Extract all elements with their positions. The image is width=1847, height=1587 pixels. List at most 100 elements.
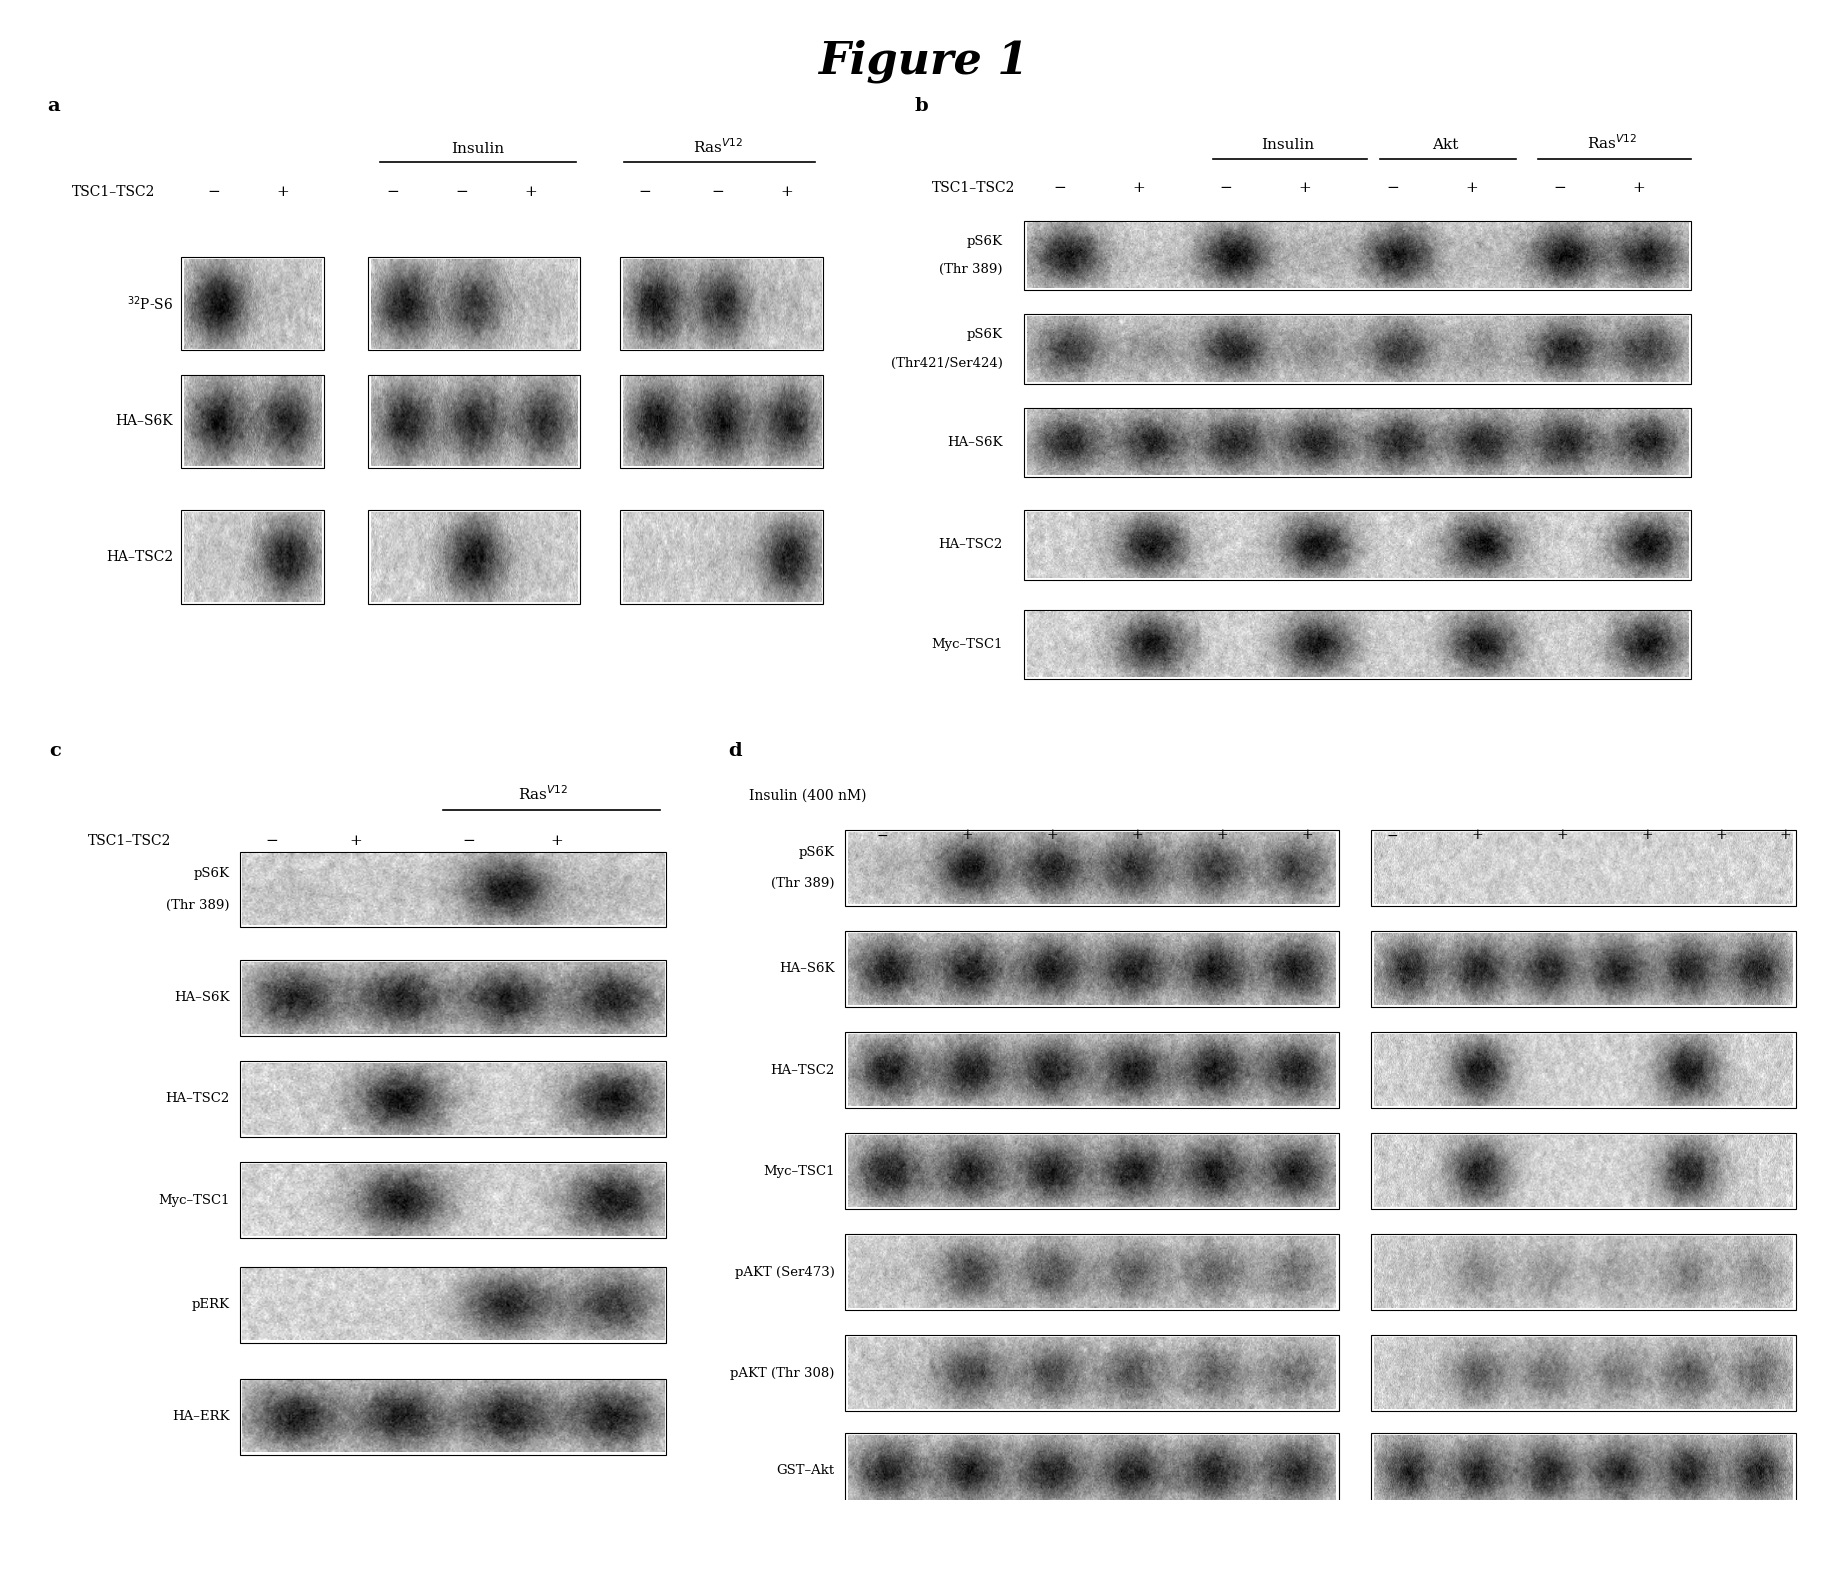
Bar <box>846 932 1339 1006</box>
Text: pERK: pERK <box>192 1298 231 1311</box>
Text: (Thr 389): (Thr 389) <box>770 878 835 890</box>
Text: pS6K: pS6K <box>194 867 231 881</box>
Text: pAKT (Thr 308): pAKT (Thr 308) <box>730 1366 835 1379</box>
Bar <box>240 852 667 927</box>
Bar <box>240 960 667 1036</box>
Text: −: − <box>1553 181 1566 195</box>
Text: GST–Akt: GST–Akt <box>776 1465 835 1477</box>
Bar <box>1370 1235 1795 1311</box>
Bar <box>1025 609 1692 679</box>
Text: +: + <box>525 186 537 200</box>
Text: −: − <box>1387 181 1400 195</box>
Bar <box>846 1133 1339 1209</box>
Text: +: + <box>1132 181 1145 195</box>
Text: +: + <box>1640 828 1653 843</box>
Text: Insulin: Insulin <box>451 141 504 156</box>
Text: Myc–TSC1: Myc–TSC1 <box>931 638 1003 651</box>
Bar <box>621 511 824 603</box>
Text: −: − <box>386 186 399 200</box>
Text: +: + <box>1465 181 1478 195</box>
Text: (Thr 389): (Thr 389) <box>938 263 1003 276</box>
Text: +: + <box>1300 828 1313 843</box>
Text: HA–TSC2: HA–TSC2 <box>105 551 174 563</box>
Text: +: + <box>1298 181 1311 195</box>
Text: −: − <box>1385 828 1398 843</box>
Text: −: − <box>639 186 650 200</box>
Text: d: d <box>728 743 742 760</box>
Text: Ras$^{V12}$: Ras$^{V12}$ <box>519 784 569 803</box>
Text: +: + <box>1470 828 1483 843</box>
Bar <box>1370 1032 1795 1108</box>
Text: −: − <box>1219 181 1232 195</box>
Bar <box>368 511 580 603</box>
Text: HA–S6K: HA–S6K <box>174 992 231 1005</box>
Bar <box>846 1433 1339 1509</box>
Text: −: − <box>266 835 279 847</box>
Text: HA–ERK: HA–ERK <box>172 1411 231 1424</box>
Text: HA–S6K: HA–S6K <box>779 962 835 976</box>
Bar <box>181 511 323 603</box>
Text: +: + <box>1555 828 1568 843</box>
Text: −: − <box>1053 181 1066 195</box>
Bar <box>368 257 580 351</box>
Text: −: − <box>456 186 467 200</box>
Text: +: + <box>960 828 973 843</box>
Text: c: c <box>48 743 61 760</box>
Text: TSC1–TSC2: TSC1–TSC2 <box>933 181 1016 195</box>
Text: TSC1–TSC2: TSC1–TSC2 <box>72 186 155 200</box>
Text: +: + <box>550 835 563 847</box>
Bar <box>1025 314 1692 384</box>
Bar <box>1370 932 1795 1006</box>
Text: Myc–TSC1: Myc–TSC1 <box>159 1193 231 1206</box>
Text: HA–S6K: HA–S6K <box>116 414 174 428</box>
Bar <box>1025 408 1692 478</box>
Bar <box>846 1335 1339 1411</box>
Text: TSC1–TSC2: TSC1–TSC2 <box>89 835 172 847</box>
Bar <box>181 375 323 468</box>
Bar <box>368 375 580 468</box>
Text: +: + <box>349 835 362 847</box>
Text: $^{32}$P-S6: $^{32}$P-S6 <box>127 295 174 313</box>
Text: Ras$^{V12}$: Ras$^{V12}$ <box>693 138 742 156</box>
Bar <box>846 830 1339 906</box>
Bar <box>1370 1335 1795 1411</box>
Bar <box>181 257 323 351</box>
Text: −: − <box>711 186 724 200</box>
Bar <box>621 257 824 351</box>
Text: (Thr421/Ser424): (Thr421/Ser424) <box>890 357 1003 370</box>
Text: pS6K: pS6K <box>798 846 835 859</box>
Bar <box>1025 221 1692 290</box>
Bar <box>240 1162 667 1238</box>
Bar <box>1025 511 1692 579</box>
Text: −: − <box>464 835 475 847</box>
Text: −: − <box>207 186 220 200</box>
Bar <box>846 1032 1339 1108</box>
Bar <box>846 1235 1339 1311</box>
Bar <box>240 1062 667 1136</box>
Text: a: a <box>48 97 61 114</box>
Text: pS6K: pS6K <box>966 329 1003 341</box>
Text: pAKT (Ser473): pAKT (Ser473) <box>735 1266 835 1279</box>
Bar <box>621 375 824 468</box>
Text: Ras$^{V12}$: Ras$^{V12}$ <box>1587 133 1636 152</box>
Text: HA–TSC2: HA–TSC2 <box>166 1092 231 1106</box>
Text: Figure 1: Figure 1 <box>818 40 1029 83</box>
Text: +: + <box>1045 828 1058 843</box>
Text: +: + <box>1130 828 1143 843</box>
Bar <box>1370 1433 1795 1509</box>
Text: +: + <box>1716 828 1727 843</box>
Text: −: − <box>875 828 888 843</box>
Bar <box>1370 1133 1795 1209</box>
Text: +: + <box>1779 828 1792 843</box>
Bar <box>240 1266 667 1343</box>
Text: HA–TSC2: HA–TSC2 <box>770 1063 835 1076</box>
Text: b: b <box>914 97 929 114</box>
Text: +: + <box>781 186 792 200</box>
Bar <box>240 1379 667 1455</box>
Text: +: + <box>277 186 290 200</box>
Text: Insulin (400 nM): Insulin (400 nM) <box>750 789 866 803</box>
Bar <box>1370 830 1795 906</box>
Text: +: + <box>1215 828 1228 843</box>
Text: +: + <box>1633 181 1646 195</box>
Text: HA–S6K: HA–S6K <box>948 436 1003 449</box>
